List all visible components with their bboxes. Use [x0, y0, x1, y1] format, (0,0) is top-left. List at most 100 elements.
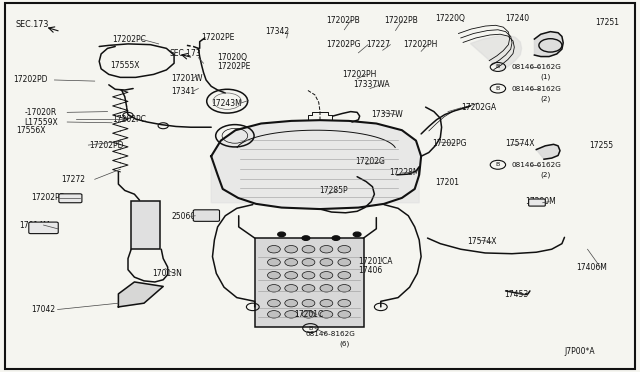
Circle shape — [278, 232, 285, 237]
Circle shape — [320, 272, 333, 279]
Circle shape — [268, 285, 280, 292]
Text: 17202GA: 17202GA — [461, 103, 496, 112]
Text: (2): (2) — [541, 171, 551, 178]
Circle shape — [285, 311, 298, 318]
Circle shape — [338, 272, 351, 279]
Circle shape — [268, 259, 280, 266]
Text: 17202PC: 17202PC — [112, 35, 146, 44]
Polygon shape — [534, 32, 563, 57]
Text: L17559X: L17559X — [24, 118, 58, 126]
Text: 17574X: 17574X — [467, 237, 497, 246]
FancyBboxPatch shape — [529, 199, 545, 206]
Text: 17202PB: 17202PB — [326, 16, 360, 25]
Circle shape — [338, 259, 351, 266]
Text: 17202PG: 17202PG — [326, 40, 361, 49]
Circle shape — [285, 285, 298, 292]
FancyBboxPatch shape — [59, 194, 82, 203]
Text: 17406: 17406 — [358, 266, 383, 275]
Text: 17337W: 17337W — [371, 110, 403, 119]
Circle shape — [302, 259, 315, 266]
Text: 17243M: 17243M — [211, 99, 242, 108]
Circle shape — [285, 246, 298, 253]
Text: 17342: 17342 — [266, 27, 290, 36]
Circle shape — [320, 311, 333, 318]
Circle shape — [320, 299, 333, 307]
Text: 17202PB: 17202PB — [384, 16, 418, 25]
Polygon shape — [536, 144, 560, 159]
Text: 17272: 17272 — [61, 175, 84, 184]
Circle shape — [268, 299, 280, 307]
Text: 17228M: 17228M — [389, 168, 420, 177]
Circle shape — [320, 285, 333, 292]
Text: 17556X: 17556X — [16, 126, 45, 135]
Text: B: B — [496, 162, 500, 167]
Text: 17201CA: 17201CA — [358, 257, 393, 266]
Text: SEC.173: SEC.173 — [16, 20, 49, 29]
Text: J7P00*A: J7P00*A — [564, 347, 595, 356]
Text: 17574X: 17574X — [506, 139, 535, 148]
Text: 17202PG: 17202PG — [432, 139, 467, 148]
Text: 17220Q: 17220Q — [435, 14, 465, 23]
Text: 17042: 17042 — [31, 305, 55, 314]
FancyBboxPatch shape — [255, 238, 364, 327]
Text: 17290M: 17290M — [525, 197, 556, 206]
Text: 17240: 17240 — [506, 14, 530, 23]
Text: 08146-8162G: 08146-8162G — [512, 86, 562, 92]
Circle shape — [285, 299, 298, 307]
Circle shape — [302, 311, 315, 318]
Text: 17020Q: 17020Q — [218, 53, 248, 62]
Circle shape — [302, 236, 310, 240]
Text: 17013N: 17013N — [152, 269, 182, 278]
Text: 17202PE: 17202PE — [202, 33, 235, 42]
Bar — [131, 201, 160, 249]
Polygon shape — [118, 282, 163, 307]
Circle shape — [353, 232, 361, 237]
Circle shape — [332, 236, 340, 240]
Polygon shape — [211, 121, 419, 203]
Circle shape — [302, 246, 315, 253]
Text: B: B — [496, 86, 500, 91]
Text: 17202PH: 17202PH — [342, 70, 377, 79]
Text: 17555X: 17555X — [110, 61, 140, 70]
Circle shape — [338, 246, 351, 253]
FancyBboxPatch shape — [29, 222, 58, 234]
Text: 17201C: 17201C — [294, 310, 324, 319]
Text: 17202PD: 17202PD — [13, 76, 47, 84]
Circle shape — [268, 311, 280, 318]
Text: 08146-6162G: 08146-6162G — [512, 64, 562, 70]
Text: 17202PH: 17202PH — [403, 40, 438, 49]
Text: (2): (2) — [541, 95, 551, 102]
Text: (1): (1) — [541, 74, 551, 80]
Text: 17201W: 17201W — [172, 74, 203, 83]
Circle shape — [268, 272, 280, 279]
Text: 17202PD: 17202PD — [90, 141, 124, 150]
Text: 25060Y: 25060Y — [172, 212, 200, 221]
Text: 17202PE: 17202PE — [218, 62, 251, 71]
Text: 17285P: 17285P — [319, 186, 348, 195]
Text: 17014M: 17014M — [19, 221, 50, 230]
Text: 17337WA: 17337WA — [353, 80, 390, 89]
Polygon shape — [470, 35, 522, 71]
Text: 08146-8162G: 08146-8162G — [306, 331, 356, 337]
Text: 17251: 17251 — [595, 18, 620, 27]
Text: 17201: 17201 — [435, 178, 460, 187]
Text: 17202PF: 17202PF — [31, 193, 64, 202]
Circle shape — [285, 259, 298, 266]
Polygon shape — [211, 120, 421, 209]
Text: -17020R: -17020R — [24, 108, 56, 117]
Circle shape — [302, 272, 315, 279]
Circle shape — [338, 311, 351, 318]
Text: 17341: 17341 — [172, 87, 196, 96]
Circle shape — [338, 285, 351, 292]
Circle shape — [268, 246, 280, 253]
Circle shape — [302, 299, 315, 307]
Text: 17202G: 17202G — [355, 157, 385, 166]
Text: 08146-6162G: 08146-6162G — [512, 162, 562, 168]
Text: B: B — [496, 64, 500, 70]
Text: 17255: 17255 — [589, 141, 613, 150]
Text: (6): (6) — [339, 341, 349, 347]
Text: B: B — [308, 326, 312, 331]
Text: 17202PC: 17202PC — [112, 115, 146, 124]
Text: SEC.173: SEC.173 — [170, 49, 201, 58]
FancyBboxPatch shape — [193, 210, 220, 221]
